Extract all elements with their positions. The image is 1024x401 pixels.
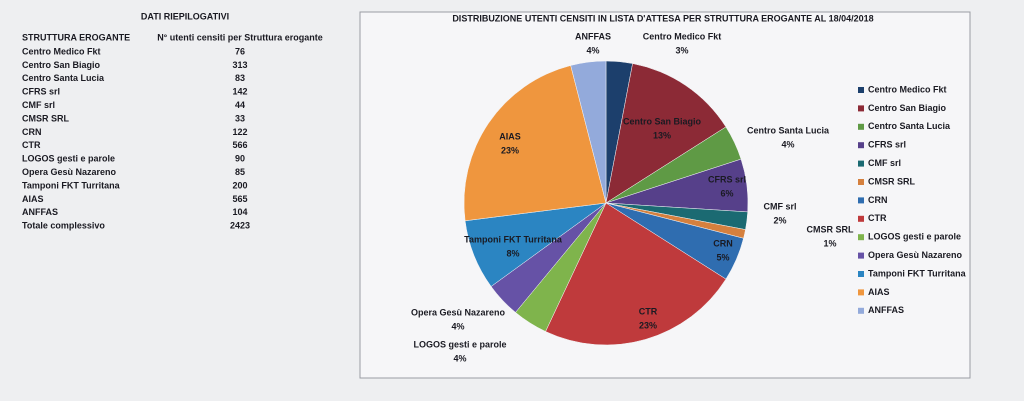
slice-label: Centro Santa Lucia [747, 125, 830, 135]
legend-swatch [858, 160, 864, 167]
slice-value-label: 23% [501, 145, 519, 155]
table-cell: CTR [22, 140, 41, 150]
legend-swatch [858, 87, 864, 93]
table-cell: CFRS srl [22, 87, 60, 97]
table-cell: 122 [232, 127, 247, 137]
legend-label: CMSR SRL [868, 176, 916, 186]
slice-label: CFRS srl [708, 174, 746, 184]
table-cell: 2423 [230, 221, 250, 231]
legend-swatch [858, 197, 864, 204]
legend-label: CTR [868, 213, 887, 223]
legend-label: CMF srl [868, 158, 901, 168]
legend-swatch [858, 234, 864, 241]
slice-value-label: 13% [653, 130, 671, 140]
table-cell: 142 [232, 87, 247, 97]
legend-label: Opera Gesù Nazareno [868, 250, 963, 260]
table-cell: LOGOS gesti e parole [22, 154, 115, 164]
legend-label: Centro Santa Lucia [868, 121, 951, 131]
table-title: DATI RIEPILOGATIVI [141, 11, 229, 21]
table-header: STRUTTURA EROGANTE [22, 32, 130, 42]
legend-label: Centro Medico Fkt [868, 84, 947, 94]
legend-swatch [858, 252, 864, 259]
slice-label: LOGOS gesti e parole [413, 339, 506, 349]
slice-label: Centro San Biagio [623, 116, 702, 126]
slice-label: CMF srl [763, 201, 796, 211]
chart-title: DISTRIBUZIONE UTENTI CENSITI IN LISTA D'… [452, 13, 873, 23]
table-cell: 44 [235, 100, 245, 110]
table-cell: 76 [235, 46, 245, 56]
table-cell: Centro Medico Fkt [22, 46, 101, 56]
table-cell: 90 [235, 154, 245, 164]
table-cell: Centro Santa Lucia [22, 73, 105, 83]
slice-value-label: 4% [781, 139, 794, 149]
slice-label: ANFFAS [575, 31, 611, 41]
table-cell: Opera Gesù Nazareno [22, 167, 117, 177]
legend-label: Tamponi FKT Turritana [868, 268, 967, 278]
legend-label: Centro San Biagio [868, 103, 947, 113]
legend-swatch [858, 289, 864, 296]
table-header: N° utenti censiti per Struttura erogante [157, 32, 323, 42]
legend-swatch [858, 105, 864, 112]
slice-value-label: 2% [773, 215, 786, 225]
slice-value-label: 8% [506, 248, 519, 258]
slice-value-label: 4% [453, 353, 466, 363]
slice-label: CMSR SRL [807, 224, 855, 234]
table-cell: ANFFAS [22, 207, 58, 217]
table-cell: 85 [235, 167, 245, 177]
table-cell: AIAS [22, 194, 44, 204]
table-cell: Centro San Biagio [22, 60, 101, 70]
slice-value-label: 4% [586, 45, 599, 55]
table-cell: 566 [232, 140, 247, 150]
table-cell: CMSR SRL [22, 113, 70, 123]
pie-slice [463, 65, 607, 222]
table-cell: 33 [235, 113, 245, 123]
table-cell: CRN [22, 127, 42, 137]
legend-label: ANFFAS [868, 305, 904, 315]
legend-swatch [858, 307, 864, 314]
slice-label: AIAS [499, 131, 521, 141]
slice-label: Centro Medico Fkt [643, 31, 722, 41]
pie-slice [570, 60, 607, 204]
slice-label: Tamponi FKT Turritana [464, 234, 563, 244]
legend-swatch [858, 271, 864, 277]
slice-value-label: 3% [675, 45, 688, 55]
legend-label: CFRS srl [868, 140, 906, 150]
slice-label: CRN [713, 238, 733, 248]
table-cell: 200 [232, 180, 247, 190]
table-cell: 565 [232, 194, 247, 204]
legend-label: CRN [868, 195, 888, 205]
table-cell: 313 [232, 60, 247, 70]
legend-label: LOGOS gesti e parole [868, 232, 961, 242]
pie-slice [545, 202, 727, 346]
slice-value-label: 5% [716, 252, 729, 262]
slice-value-label: 23% [639, 320, 657, 330]
table-cell: Totale complessivo [22, 221, 105, 231]
slice-label: CTR [639, 306, 658, 316]
table-cell: 83 [235, 73, 245, 83]
slice-label: Opera Gesù Nazareno [411, 307, 506, 317]
table-cell: Tamponi FKT Turritana [22, 180, 121, 190]
pie-slice [605, 63, 727, 204]
legend-swatch [858, 142, 864, 149]
table-cell: CMF srl [22, 100, 55, 110]
legend-label: AIAS [868, 287, 890, 297]
legend-swatch [858, 215, 864, 222]
slice-value-label: 4% [451, 321, 464, 331]
slice-value-label: 6% [720, 188, 733, 198]
legend-swatch [858, 179, 864, 185]
legend-swatch [858, 123, 864, 130]
slice-value-label: 1% [823, 238, 836, 248]
table-cell: 104 [232, 207, 247, 217]
